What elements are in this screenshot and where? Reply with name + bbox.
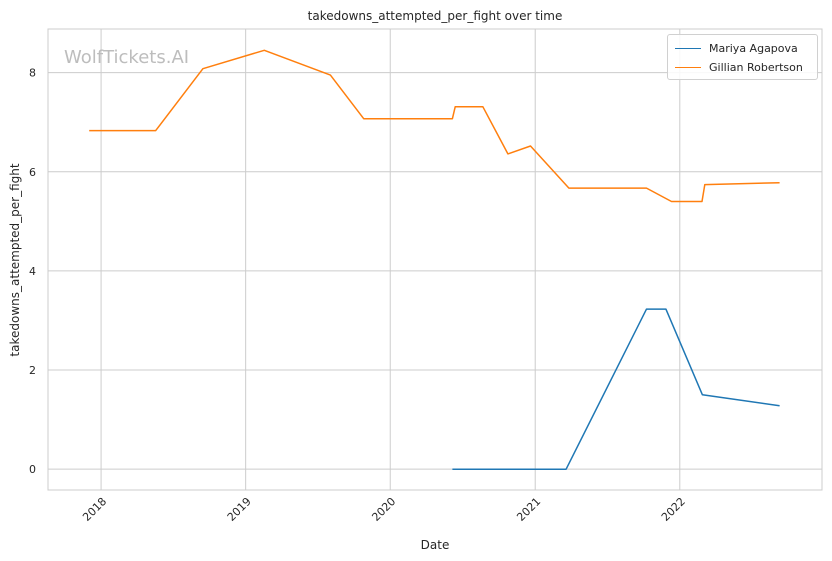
legend-swatch [675, 47, 701, 49]
x-tick-label: 2022 [659, 495, 688, 524]
watermark: WolfTickets.AI [64, 47, 190, 68]
series-layer [89, 49, 780, 470]
x-axis-label: Date [421, 538, 450, 552]
legend: Mariya Agapova Gillian Robertson [667, 34, 818, 80]
grid-lines [48, 29, 822, 490]
series-line-1 [452, 308, 780, 470]
x-tick-label: 2021 [514, 495, 543, 524]
y-tick-label: 8 [29, 67, 36, 80]
x-tick-label: 2019 [225, 495, 254, 524]
series-line-2 [89, 49, 780, 203]
chart-title: takedowns_attempted_per_fight over time [308, 9, 563, 23]
x-tick-labels: 2018 2019 2020 2021 2022 [80, 495, 688, 524]
legend-item-series-2: Gillian Robertson [675, 59, 803, 75]
y-tick-label: 6 [29, 166, 36, 179]
y-tick-label: 2 [29, 364, 36, 377]
legend-swatch [675, 66, 701, 68]
y-tick-labels: 0 2 4 6 8 [29, 67, 36, 477]
x-tick-label: 2020 [369, 495, 398, 524]
legend-label: Mariya Agapova [709, 41, 798, 55]
y-tick-label: 4 [29, 265, 36, 278]
y-tick-label: 0 [29, 463, 36, 476]
legend-label: Gillian Robertson [709, 60, 803, 74]
y-axis-label: takedowns_attempted_per_fight [8, 163, 22, 356]
plot-frame [47, 28, 823, 491]
legend-item-series-1: Mariya Agapova [675, 40, 798, 56]
x-tick-label: 2018 [80, 495, 109, 524]
